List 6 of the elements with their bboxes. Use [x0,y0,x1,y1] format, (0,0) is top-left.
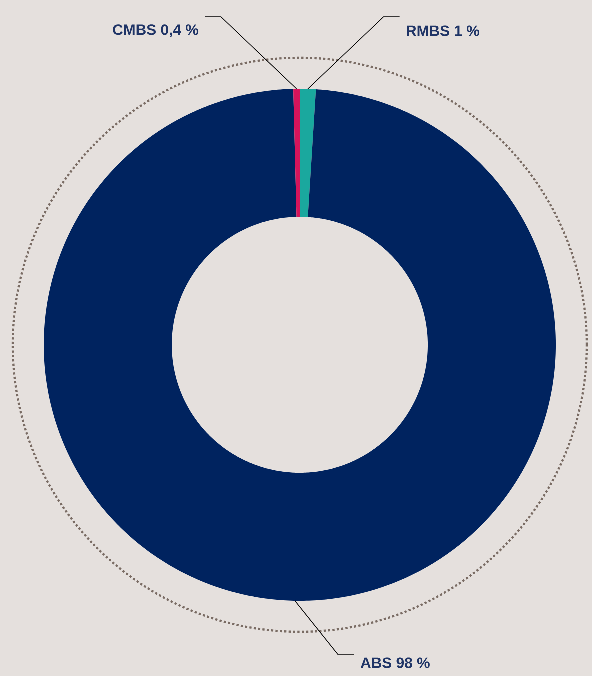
data-label: 1 % [455,26,480,36]
slice-label: RMBS [407,26,450,36]
data-label: 0,4 % [161,24,199,38]
slice-label: ABS [360,658,392,668]
slice-label: CMBS [113,24,156,36]
data-label: 98 % [396,658,430,668]
